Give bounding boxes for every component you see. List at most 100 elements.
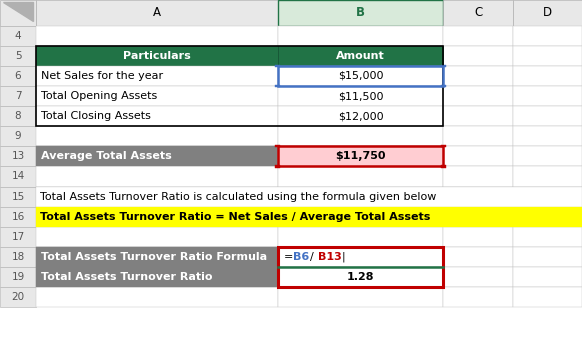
Text: B: B (356, 6, 365, 19)
Bar (443, 267, 513, 287)
Bar (513, 126, 582, 146)
Bar (278, 46, 443, 66)
Bar (443, 167, 513, 186)
Text: Amount: Amount (336, 51, 385, 61)
Text: Total Assets Turnover Ratio Formula: Total Assets Turnover Ratio Formula (41, 252, 267, 262)
Bar (278, 86, 443, 106)
Bar (278, 167, 443, 186)
Bar (443, 66, 513, 86)
Bar (513, 0, 582, 26)
Text: Total Assets Turnover Ratio: Total Assets Turnover Ratio (41, 272, 212, 282)
Bar (278, 106, 443, 126)
Bar (441, 65, 446, 67)
Bar (0, 46, 36, 66)
Bar (513, 86, 582, 106)
Bar (443, 247, 513, 267)
Bar (275, 85, 280, 87)
Bar (278, 207, 443, 227)
Bar (36, 66, 278, 86)
Bar (36, 207, 278, 227)
Bar (275, 145, 280, 147)
Bar (36, 167, 278, 186)
Bar (36, 0, 278, 26)
Text: $15,000: $15,000 (338, 71, 384, 81)
Bar (441, 145, 446, 147)
Text: Total Closing Assets: Total Closing Assets (41, 111, 151, 121)
Text: =: = (283, 252, 293, 262)
Bar (278, 267, 443, 287)
Text: |: | (342, 252, 345, 262)
Bar (443, 106, 513, 126)
Bar (275, 165, 280, 168)
Bar (0, 207, 36, 227)
Bar (278, 267, 443, 287)
Text: 13: 13 (12, 152, 24, 161)
Bar (278, 186, 443, 207)
Bar (513, 26, 582, 46)
Bar (36, 106, 278, 126)
Text: $12,000: $12,000 (338, 111, 384, 121)
Bar (513, 287, 582, 307)
Bar (441, 85, 446, 87)
Text: 20: 20 (12, 292, 24, 302)
Text: Total Opening Assets: Total Opening Assets (41, 91, 157, 101)
Bar (0, 267, 36, 287)
Bar (0, 126, 36, 146)
Bar (36, 227, 278, 247)
Bar (36, 46, 443, 126)
Bar (513, 267, 582, 287)
Bar (0, 186, 36, 207)
Bar (443, 126, 513, 146)
Text: 6: 6 (15, 71, 22, 81)
Bar (278, 66, 443, 86)
Bar (513, 106, 582, 126)
Bar (36, 146, 278, 167)
Bar (36, 26, 278, 46)
Bar (443, 0, 513, 26)
Bar (36, 247, 278, 267)
Bar (443, 287, 513, 307)
Bar (441, 165, 446, 168)
Bar (0, 86, 36, 106)
Bar (513, 247, 582, 267)
Text: C: C (474, 6, 482, 19)
Bar (443, 207, 513, 227)
Bar (36, 46, 278, 66)
Text: D: D (543, 6, 552, 19)
Text: Total Assets Turnover Ratio is calculated using the formula given below: Total Assets Turnover Ratio is calculate… (40, 192, 436, 201)
Text: Net Sales for the year: Net Sales for the year (41, 71, 163, 81)
Bar (278, 126, 443, 146)
Bar (275, 65, 280, 67)
Bar (278, 0, 443, 26)
Bar (278, 86, 443, 106)
Bar (443, 26, 513, 46)
Bar (0, 0, 36, 26)
Bar (36, 207, 582, 227)
Bar (513, 167, 582, 186)
Bar (278, 66, 443, 86)
Text: 18: 18 (12, 252, 24, 262)
Bar (36, 287, 278, 307)
Bar (278, 247, 443, 267)
Bar (0, 106, 36, 126)
Bar (513, 186, 582, 207)
Bar (443, 146, 513, 167)
Bar (278, 106, 443, 126)
Bar (36, 247, 278, 267)
Bar (278, 287, 443, 307)
Bar (278, 247, 443, 287)
Bar (0, 247, 36, 267)
Bar (36, 46, 278, 66)
Text: 15: 15 (12, 192, 24, 201)
Bar (278, 146, 443, 167)
Text: A: A (153, 6, 161, 19)
Bar (513, 46, 582, 66)
Bar (0, 146, 36, 167)
Text: $11,750: $11,750 (335, 152, 386, 161)
Bar (513, 146, 582, 167)
Bar (36, 186, 278, 207)
Bar (513, 227, 582, 247)
Text: B13: B13 (318, 252, 342, 262)
Text: 8: 8 (15, 111, 22, 121)
Bar (513, 66, 582, 86)
